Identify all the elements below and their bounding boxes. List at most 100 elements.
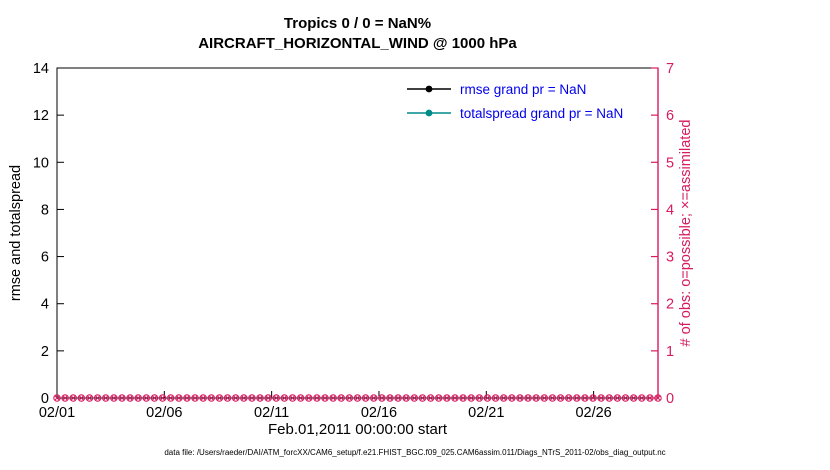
legend-sample-dot — [425, 85, 433, 93]
right-y-tick-label: 1 — [666, 344, 674, 360]
possible-obs-marker — [183, 394, 191, 402]
assimilated-obs-marker — [119, 395, 125, 401]
assimilated-obs-marker — [159, 395, 166, 401]
assimilated-obs-marker — [590, 395, 596, 401]
possible-obs-marker — [93, 394, 102, 402]
assimilated-obs-marker — [135, 395, 142, 401]
legend-item-totalspread: totalspread grand pr = NaN — [406, 101, 623, 125]
possible-obs-marker — [491, 394, 500, 402]
assimilated-obs-marker — [216, 395, 223, 401]
x-tick-label: 02/16 — [361, 405, 397, 421]
assimilated-obs-marker — [655, 395, 661, 401]
possible-obs-marker — [296, 394, 305, 402]
assimilated-obs-marker — [110, 395, 117, 401]
possible-obs-marker — [85, 394, 94, 402]
possible-obs-marker — [589, 394, 597, 402]
possible-obs-marker — [540, 394, 549, 402]
assimilated-obs-marker — [630, 395, 637, 401]
possible-obs-marker — [581, 394, 589, 402]
assimilated-obs-marker — [411, 395, 418, 401]
assimilated-obs-marker — [419, 395, 426, 401]
possible-obs-marker — [256, 394, 264, 402]
assimilated-obs-marker — [476, 395, 483, 401]
assimilated-obs-marker — [557, 395, 564, 401]
possible-obs-marker — [378, 394, 386, 402]
possible-obs-marker — [475, 394, 484, 402]
assimilated-obs-marker — [257, 395, 263, 401]
legend: rmse grand pr = NaN totalspread grand pr… — [406, 77, 623, 125]
left-y-tick-label: 8 — [41, 202, 49, 218]
assimilated-obs-marker — [102, 395, 109, 401]
assimilated-obs-marker — [151, 395, 158, 401]
assimilated-obs-marker — [435, 395, 442, 401]
possible-obs-marker — [443, 394, 451, 402]
possible-obs-marker — [207, 394, 216, 402]
possible-obs-marker — [605, 394, 614, 402]
possible-obs-marker — [272, 394, 281, 402]
left-y-tick-label: 4 — [41, 297, 49, 313]
possible-obs-marker — [638, 394, 646, 402]
right-y-tick-label: 6 — [666, 108, 674, 124]
assimilated-obs-marker — [240, 395, 247, 401]
assimilated-obs-marker — [622, 395, 629, 401]
possible-obs-marker — [394, 394, 402, 402]
assimilated-obs-marker — [500, 395, 507, 401]
assimilated-obs-marker — [573, 395, 580, 401]
possible-obs-marker — [118, 394, 126, 402]
assimilated-obs-marker — [484, 395, 491, 401]
possible-obs-marker — [418, 394, 427, 402]
possible-obs-marker — [410, 394, 419, 402]
assimilated-obs-marker — [232, 395, 239, 401]
assimilated-obs-marker — [143, 395, 150, 401]
assimilated-obs-marker — [533, 395, 540, 401]
assimilated-obs-marker — [265, 395, 272, 401]
possible-obs-marker — [191, 394, 199, 402]
possible-obs-marker — [369, 394, 378, 402]
possible-obs-marker — [597, 394, 605, 402]
left-y-tick-label: 10 — [33, 155, 49, 171]
assimilated-obs-marker — [565, 395, 572, 401]
assimilated-obs-marker — [606, 395, 613, 401]
assimilated-obs-marker — [452, 395, 458, 401]
possible-obs-marker — [629, 394, 638, 402]
possible-obs-marker — [280, 394, 289, 402]
rmse-line-marker — [407, 85, 451, 93]
right-axis-label: # of obs: o=possible; ×=assimilated — [678, 119, 694, 347]
right-y-tick-label: 7 — [666, 61, 674, 77]
assimilated-obs-marker — [354, 395, 361, 401]
assimilated-obs-marker — [249, 395, 255, 401]
possible-obs-marker — [126, 394, 134, 402]
possible-obs-marker — [305, 394, 313, 402]
possible-obs-marker — [426, 394, 435, 402]
assimilated-obs-marker — [582, 395, 588, 401]
assimilated-obs-marker — [184, 395, 190, 401]
assimilated-obs-marker — [460, 395, 466, 401]
assimilated-obs-marker — [362, 395, 369, 401]
possible-obs-marker — [110, 394, 118, 402]
assimilated-obs-marker — [289, 395, 296, 401]
legend-label-totalspread: totalspread grand pr = NaN — [460, 105, 624, 121]
possible-obs-marker — [231, 394, 240, 402]
right-y-tick-label: 2 — [666, 297, 674, 313]
assimilated-obs-marker — [379, 395, 385, 401]
possible-obs-marker — [101, 394, 110, 402]
assimilated-obs-marker — [541, 395, 548, 401]
x-tick-label: 02/21 — [468, 405, 504, 421]
possible-obs-marker — [654, 394, 662, 402]
possible-obs-marker — [508, 394, 516, 402]
possible-obs-marker — [329, 394, 337, 402]
possible-obs-marker — [264, 394, 272, 402]
assimilated-obs-marker — [62, 395, 68, 401]
possible-obs-marker — [215, 394, 224, 402]
possible-obs-marker — [288, 394, 297, 402]
assimilated-obs-marker — [525, 395, 531, 401]
right-y-tick-label: 4 — [666, 202, 674, 218]
possible-obs-marker — [248, 394, 256, 402]
x-axis-label: Feb.01,2011 00:00:00 start — [267, 421, 448, 438]
assimilated-obs-marker — [297, 395, 304, 401]
possible-obs-marker — [516, 394, 524, 402]
possible-obs-marker — [646, 394, 654, 402]
x-tick-label: 02/11 — [254, 405, 289, 421]
